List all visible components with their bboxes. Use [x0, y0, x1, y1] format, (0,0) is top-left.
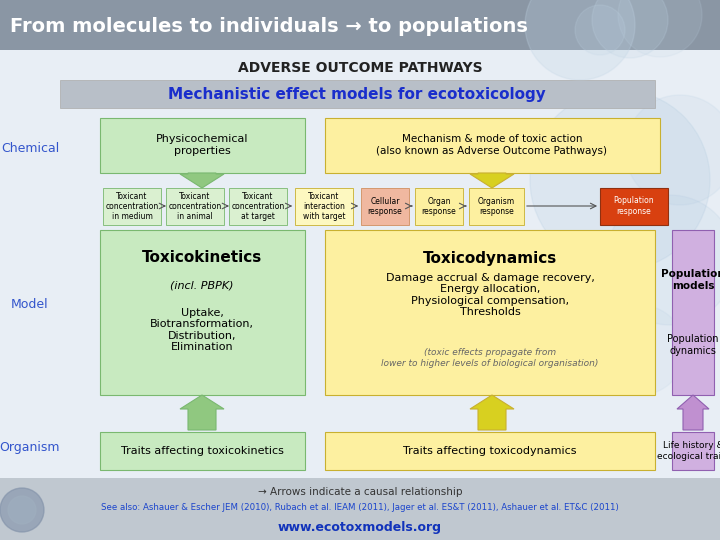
- Text: Mechanistic effect models for ecotoxicology: Mechanistic effect models for ecotoxicol…: [168, 86, 546, 102]
- Bar: [672, 432, 714, 470]
- Circle shape: [592, 0, 668, 58]
- Text: Toxicant
concentration
at target: Toxicant concentration at target: [231, 192, 284, 221]
- Text: Life history &
ecological traits: Life history & ecological traits: [657, 441, 720, 461]
- Bar: [600, 188, 668, 225]
- Circle shape: [605, 195, 720, 325]
- Text: (toxic effects propagate from
lower to higher levels of biological organisation): (toxic effects propagate from lower to h…: [382, 348, 599, 368]
- Polygon shape: [677, 395, 709, 430]
- Bar: [100, 230, 305, 395]
- Circle shape: [595, 305, 685, 395]
- Text: Traits affecting toxicodynamics: Traits affecting toxicodynamics: [403, 446, 577, 456]
- Text: Toxicant
concentration
in animal: Toxicant concentration in animal: [168, 192, 222, 221]
- Text: Organism
response: Organism response: [478, 197, 515, 216]
- Text: Model: Model: [12, 299, 49, 312]
- Bar: [60, 80, 655, 108]
- Text: Toxicant
interaction
with target: Toxicant interaction with target: [302, 192, 346, 221]
- Text: Uptake,
Biotransformation,
Distribution,
Elimination: Uptake, Biotransformation, Distribution,…: [150, 308, 254, 353]
- Bar: [100, 432, 305, 470]
- Circle shape: [550, 250, 650, 350]
- Text: Physicochemical
properties: Physicochemical properties: [156, 134, 248, 156]
- Bar: [229, 188, 287, 225]
- Polygon shape: [180, 395, 224, 430]
- Polygon shape: [180, 173, 224, 188]
- Bar: [415, 188, 463, 225]
- Bar: [325, 432, 655, 470]
- Circle shape: [8, 496, 36, 524]
- Text: Toxicokinetics: Toxicokinetics: [142, 251, 262, 266]
- Bar: [325, 118, 660, 173]
- Text: See also: Ashauer & Escher JEM (2010), Rubach et al. IEAM (2011), Jager et al. E: See also: Ashauer & Escher JEM (2010), R…: [101, 503, 619, 512]
- Circle shape: [575, 5, 625, 55]
- Text: From molecules to individuals → to populations: From molecules to individuals → to popul…: [10, 17, 528, 36]
- Text: Cellular
response: Cellular response: [368, 197, 402, 216]
- Text: Population
models: Population models: [661, 269, 720, 291]
- Circle shape: [525, 0, 635, 80]
- Text: www.ecotoxmodels.org: www.ecotoxmodels.org: [278, 521, 442, 534]
- Circle shape: [625, 95, 720, 205]
- Text: Chemical: Chemical: [1, 141, 59, 154]
- Text: Mechanism & mode of toxic action
(also known as Adverse Outcome Pathways): Mechanism & mode of toxic action (also k…: [377, 134, 608, 156]
- Bar: [0, 0, 720, 50]
- Circle shape: [0, 488, 44, 532]
- Bar: [0, 478, 720, 540]
- Text: Toxicant
concentration
in medium: Toxicant concentration in medium: [105, 192, 158, 221]
- Text: Organism: Organism: [0, 441, 60, 454]
- Bar: [361, 188, 409, 225]
- Polygon shape: [470, 395, 514, 430]
- Circle shape: [530, 90, 710, 270]
- Bar: [103, 188, 161, 225]
- Bar: [100, 118, 305, 173]
- Text: Damage accrual & damage recovery,
Energy allocation,
Physiological compensation,: Damage accrual & damage recovery, Energy…: [386, 273, 595, 318]
- Text: ADVERSE OUTCOME PATHWAYS: ADVERSE OUTCOME PATHWAYS: [238, 61, 482, 75]
- Bar: [672, 230, 714, 395]
- Text: → Arrows indicate a causal relationship: → Arrows indicate a causal relationship: [258, 487, 462, 497]
- Bar: [469, 188, 524, 225]
- Text: (incl. PBPK): (incl. PBPK): [170, 280, 234, 290]
- Bar: [295, 188, 353, 225]
- Bar: [166, 188, 224, 225]
- Text: Population
dynamics: Population dynamics: [667, 334, 719, 356]
- Text: Population
response: Population response: [613, 197, 654, 215]
- Polygon shape: [470, 173, 514, 188]
- Text: Traits affecting toxicokinetics: Traits affecting toxicokinetics: [120, 446, 284, 456]
- Circle shape: [618, 0, 702, 57]
- Bar: [325, 230, 655, 395]
- Text: Toxicodynamics: Toxicodynamics: [423, 251, 557, 266]
- Text: Organ
response: Organ response: [422, 197, 456, 216]
